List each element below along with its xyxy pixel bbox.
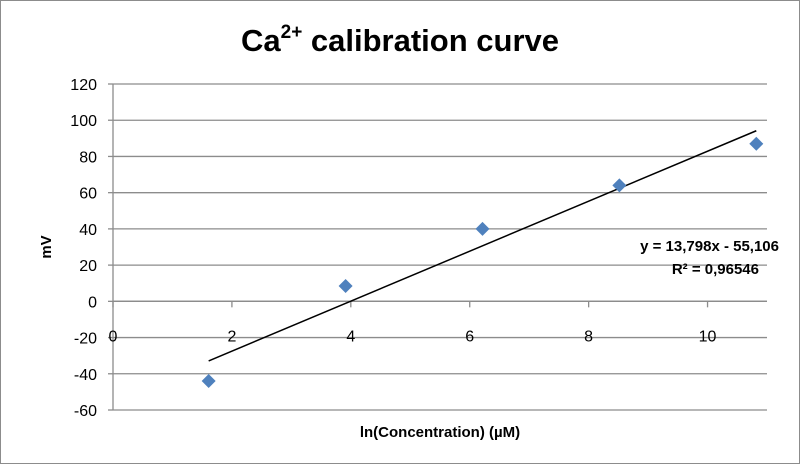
x-tick-label: 2 <box>227 328 236 345</box>
y-tick-label: -60 <box>74 403 97 420</box>
x-tick-label: 4 <box>346 328 355 345</box>
title-suffix: calibration curve <box>302 23 560 58</box>
trendline-r2: R² = 0,96546 <box>672 261 759 278</box>
chart-title: Ca2+ calibration curve <box>1 21 799 59</box>
y-tick-label: 40 <box>79 222 97 239</box>
data-point <box>201 374 216 389</box>
x-tick-label: 8 <box>584 328 593 345</box>
y-tick-label: 0 <box>88 294 97 311</box>
y-tick-label: 60 <box>79 186 97 203</box>
data-point <box>475 221 490 236</box>
x-tick-label: 10 <box>699 328 717 345</box>
trendline <box>208 130 757 362</box>
x-tick-label: 6 <box>465 328 474 345</box>
x-tick-label: 0 <box>109 328 118 345</box>
title-superscript: 2+ <box>280 21 303 43</box>
y-tick-label: 120 <box>70 77 97 94</box>
trendline-equation: y = 13,798x - 55,106 <box>640 238 779 255</box>
title-main: Ca <box>240 23 281 58</box>
y-tick-label: -20 <box>74 331 97 348</box>
data-point <box>612 178 627 193</box>
y-tick-label: -40 <box>74 367 97 384</box>
y-tick-label: 80 <box>79 149 97 166</box>
y-tick-label: 20 <box>79 258 97 275</box>
x-axis-label: ln(Concentration) (µM) <box>360 424 520 441</box>
y-axis-label: mV <box>38 235 55 258</box>
y-tick-label: 100 <box>70 113 97 130</box>
data-point <box>338 278 353 293</box>
data-point <box>749 136 764 151</box>
